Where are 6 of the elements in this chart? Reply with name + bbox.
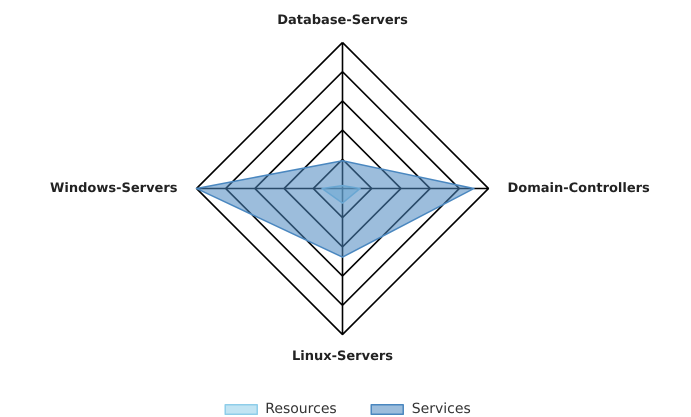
spoke-label: Linux-Servers bbox=[292, 349, 394, 364]
spoke-label: Domain-Controllers bbox=[507, 181, 650, 196]
legend-label: Resources bbox=[265, 401, 337, 417]
spoke-label: Database-Servers bbox=[277, 12, 408, 28]
legend-label: Services bbox=[412, 401, 471, 417]
spoke-label: Windows-Servers bbox=[50, 181, 178, 196]
